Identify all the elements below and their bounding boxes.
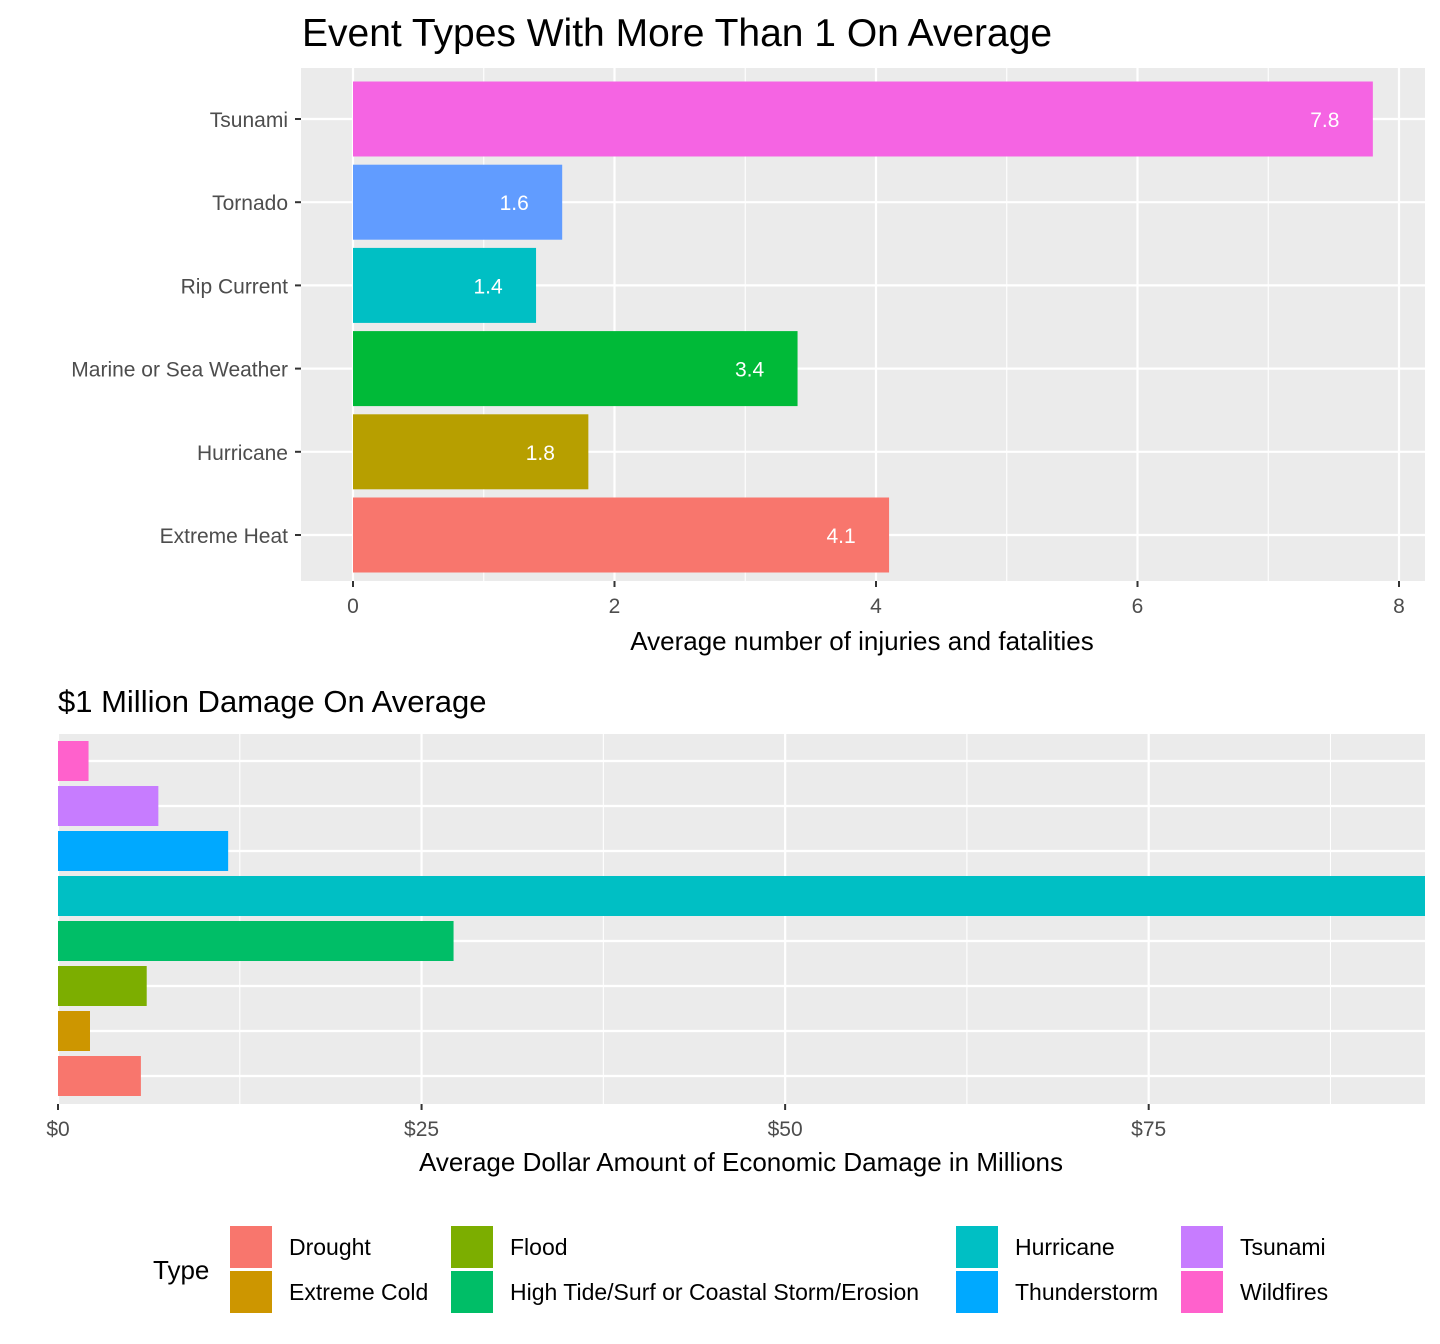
chart1-x-tick-label: 0 bbox=[347, 595, 359, 618]
chart2-bar bbox=[58, 786, 159, 826]
legend-label: Hurricane bbox=[1015, 1234, 1115, 1260]
chart2-x-tick-label: $25 bbox=[404, 1118, 439, 1141]
chart1-x-tick-label: 4 bbox=[870, 595, 882, 618]
legend-key bbox=[451, 1271, 493, 1313]
legend-key bbox=[451, 1226, 493, 1268]
chart2-bar bbox=[58, 831, 229, 871]
chart2-bar bbox=[58, 921, 454, 961]
chart2-x-tick-label: $0 bbox=[46, 1118, 69, 1141]
legend: Type Drought Extreme Cold Flood High Tide/S… bbox=[153, 1226, 1328, 1313]
legend-key bbox=[956, 1226, 998, 1268]
chart1-y-tick-label: Hurricane bbox=[197, 442, 288, 465]
legend-label: High Tide/Surf or Coastal Storm/Erosion bbox=[510, 1279, 919, 1305]
legend-title: Type bbox=[153, 1255, 209, 1285]
legend-label: Thunderstorm bbox=[1015, 1279, 1158, 1305]
legend-key bbox=[230, 1271, 272, 1313]
chart1-bar-label: 1.4 bbox=[473, 275, 503, 298]
chart1-x-tick-label: 8 bbox=[1393, 595, 1405, 618]
chart1-bar bbox=[353, 164, 563, 240]
legend-label: Drought bbox=[289, 1234, 371, 1260]
chart1-x-tick-label: 2 bbox=[609, 595, 621, 618]
chart1-y-tick-label: Tornado bbox=[212, 192, 288, 215]
chart1-bar-label: 1.8 bbox=[526, 442, 555, 465]
legend-label: Wildfires bbox=[1240, 1279, 1328, 1305]
chart1-y-tick-label: Rip Current bbox=[181, 275, 289, 298]
chart1-bar bbox=[353, 81, 1373, 157]
chart2-bar bbox=[58, 966, 147, 1006]
chart1-bar-label: 7.8 bbox=[1310, 109, 1339, 132]
legend-key bbox=[230, 1226, 272, 1268]
legend-label: Tsunami bbox=[1240, 1234, 1326, 1260]
legend-key bbox=[1181, 1271, 1223, 1313]
chart1-bar bbox=[353, 414, 589, 490]
chart1-bar bbox=[353, 331, 798, 407]
chart2-bar bbox=[58, 741, 89, 781]
chart1-x-tick-label: 6 bbox=[1132, 595, 1144, 618]
chart1-bar bbox=[353, 247, 537, 323]
chart2-x-tick-label: $50 bbox=[768, 1118, 803, 1141]
chart1: 0 2 4 6 8 4.1 Extreme Heat 1.8 Hurricane 3.4 Marin… bbox=[71, 68, 1425, 618]
chart1-y-tick-label: Extreme Heat bbox=[160, 525, 289, 548]
chart1-bar bbox=[353, 497, 890, 573]
chart2-bar bbox=[58, 1056, 141, 1096]
chart2-bar bbox=[58, 1011, 90, 1051]
chart2-panel bbox=[58, 734, 1425, 1104]
chart1-bar-label: 3.4 bbox=[735, 359, 765, 382]
legend-label: Extreme Cold bbox=[289, 1279, 428, 1305]
chart1-title: Event Types With More Than 1 On Average bbox=[302, 12, 1052, 55]
chart2-x-axis-title: Average Dollar Amount of Economic Damage… bbox=[419, 1147, 1063, 1177]
chart1-bar-label: 4.1 bbox=[826, 525, 855, 548]
chart1-y-tick-label: Marine or Sea Weather bbox=[71, 359, 288, 382]
chart2-x-tick-label: $75 bbox=[1131, 1118, 1166, 1141]
chart2-title: $1 Million Damage On Average bbox=[58, 684, 487, 719]
legend-label: Flood bbox=[510, 1234, 568, 1260]
legend-key bbox=[956, 1271, 998, 1313]
chart1-y-tick-label: Tsunami bbox=[210, 109, 288, 132]
chart1-x-axis-title: Average number of injuries and fatalitie… bbox=[630, 626, 1093, 656]
chart1-bar-label: 1.6 bbox=[500, 192, 529, 215]
chart2-bar bbox=[58, 876, 1425, 916]
chart2: $0 $25 $50 $75 bbox=[46, 734, 1425, 1141]
legend-key bbox=[1181, 1226, 1223, 1268]
